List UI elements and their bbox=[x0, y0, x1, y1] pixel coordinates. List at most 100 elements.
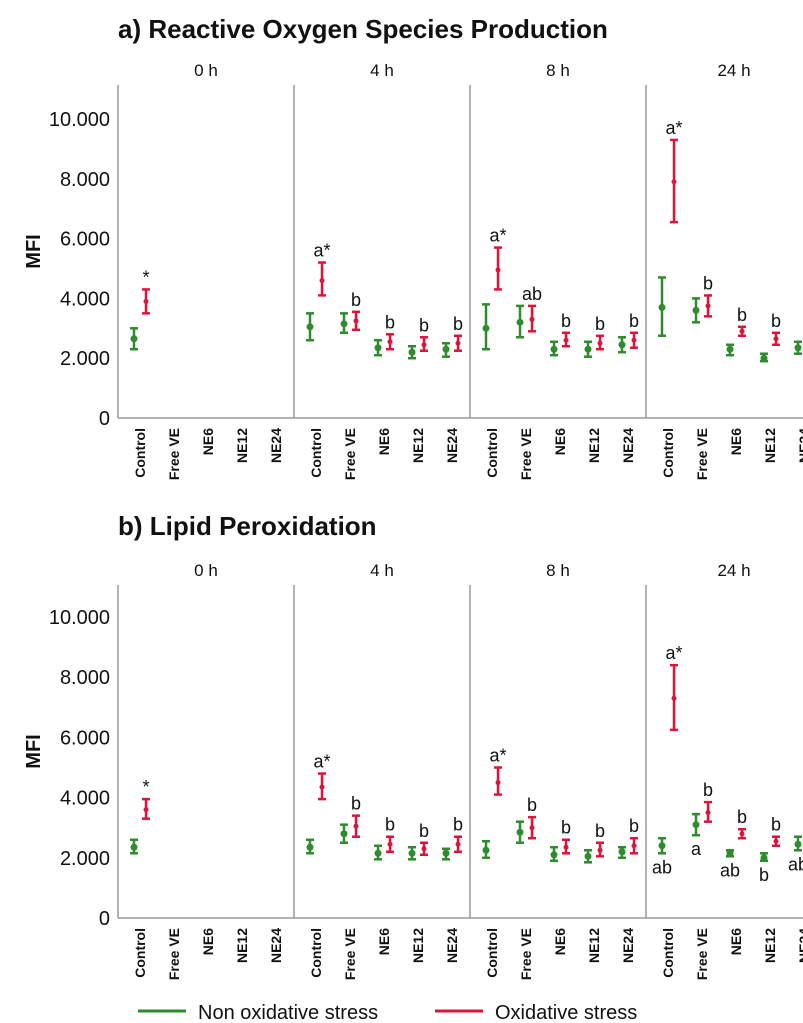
ox-mean-point bbox=[631, 843, 637, 849]
ox-mean-point bbox=[671, 695, 677, 701]
non-ox-errorbar bbox=[618, 846, 626, 860]
chart-panel-1: a) Reactive Oxygen Species Production MFI… bbox=[23, 14, 803, 480]
significance-label: ab bbox=[522, 284, 542, 304]
ox-mean-point bbox=[773, 838, 779, 844]
non-ox-errorbar bbox=[408, 846, 416, 861]
facet-label: 0 h bbox=[194, 61, 218, 80]
ox-errorbar: b bbox=[595, 821, 605, 858]
ox-mean-point bbox=[143, 298, 149, 304]
ox-errorbar: a* bbox=[489, 226, 507, 291]
non-ox-mean-point bbox=[130, 843, 138, 851]
significance-label: b bbox=[771, 815, 781, 835]
category-tick-label: Free VE bbox=[342, 928, 358, 980]
non-ox-mean-point bbox=[584, 852, 592, 860]
ox-mean-point bbox=[631, 337, 637, 343]
y-axis-label: MFI bbox=[23, 734, 45, 768]
category-tick-label: NE24 bbox=[268, 428, 284, 463]
ox-mean-point bbox=[421, 846, 427, 852]
facet-label: 24 h bbox=[717, 61, 750, 80]
ox-mean-point bbox=[597, 847, 603, 853]
facet-label: 4 h bbox=[370, 61, 394, 80]
non-ox-mean-point bbox=[130, 335, 138, 343]
category-tick-label: NE12 bbox=[410, 428, 426, 463]
non-ox-mean-point bbox=[658, 303, 666, 311]
ox-errorbar: b bbox=[351, 794, 361, 838]
ox-errorbar: b bbox=[527, 795, 537, 840]
significance-label: b bbox=[737, 305, 747, 325]
chart-title: b) Lipid Peroxidation bbox=[118, 511, 377, 541]
ox-mean-point bbox=[421, 342, 427, 348]
y-tick-label: 2.000 bbox=[60, 848, 110, 870]
non-ox-mean-point bbox=[692, 306, 700, 314]
legend-label-oxidative: Oxidative stress bbox=[495, 1002, 637, 1023]
non-ox-mean-point bbox=[658, 842, 666, 850]
ox-mean-point bbox=[597, 340, 603, 346]
category-tick-label: NE12 bbox=[234, 928, 250, 963]
non-ox-mean-point bbox=[794, 840, 802, 848]
significance-label: b bbox=[737, 807, 747, 827]
category-tick-label: Free VE bbox=[694, 928, 710, 980]
non-ox-errorbar bbox=[408, 344, 416, 360]
y-tick-label: 4.000 bbox=[60, 788, 110, 810]
ox-mean-point bbox=[495, 780, 501, 786]
significance-label-below: a bbox=[691, 839, 702, 859]
significance-label: b bbox=[351, 794, 361, 814]
non-ox-errorbar bbox=[374, 844, 382, 861]
non-ox-mean-point bbox=[618, 848, 626, 856]
ox-errorbar: a* bbox=[313, 752, 331, 801]
category-tick-label: NE6 bbox=[376, 428, 392, 455]
non-ox-errorbar bbox=[482, 839, 490, 860]
facet-label: 8 h bbox=[546, 561, 570, 580]
non-ox-errorbar bbox=[516, 304, 524, 339]
ox-errorbar: b bbox=[419, 315, 429, 352]
non-ox-mean-point bbox=[584, 345, 592, 353]
non-ox-errorbar: a bbox=[691, 812, 702, 859]
ox-mean-point bbox=[739, 831, 745, 837]
significance-label-below: ab bbox=[652, 857, 672, 877]
significance-label: b bbox=[595, 821, 605, 841]
category-tick-label: Control bbox=[132, 428, 148, 478]
non-ox-mean-point bbox=[550, 851, 558, 859]
ox-errorbar: b bbox=[385, 312, 395, 351]
y-tick-label: 4.000 bbox=[60, 288, 110, 310]
ox-errorbar: b bbox=[561, 818, 571, 855]
significance-label: a* bbox=[665, 643, 682, 663]
facet-0h: 0 h Control Free VE NE6 NE12 NE24 * bbox=[117, 61, 294, 480]
category-tick-label: NE6 bbox=[200, 428, 216, 455]
non-ox-mean-point bbox=[516, 828, 524, 836]
non-ox-mean-point bbox=[340, 830, 348, 838]
ox-errorbar: b bbox=[561, 311, 571, 348]
ox-errorbar: a* bbox=[313, 241, 331, 297]
significance-label: a* bbox=[489, 226, 506, 246]
chart-panel-2: b) Lipid Peroxidation MFI 0 2.000 4.000 6.000… bbox=[23, 511, 803, 980]
significance-label: b bbox=[561, 818, 571, 838]
category-tick-label: NE6 bbox=[552, 428, 568, 455]
non-ox-mean-point bbox=[760, 354, 768, 362]
non-ox-errorbar bbox=[516, 820, 524, 844]
legend: Non oxidative stress Oxidative stress bbox=[138, 1002, 637, 1023]
category-tick-label: Control bbox=[484, 928, 500, 978]
non-ox-errorbar bbox=[306, 838, 314, 855]
category-tick-label: NE24 bbox=[620, 428, 636, 463]
non-ox-errorbar bbox=[794, 340, 802, 355]
ox-mean-point bbox=[387, 841, 393, 847]
facet-label: 24 h bbox=[717, 561, 750, 580]
category-tick-label: Control bbox=[132, 928, 148, 978]
non-ox-errorbar bbox=[130, 327, 138, 351]
category-tick-label: NE24 bbox=[268, 928, 284, 963]
non-ox-mean-point bbox=[442, 345, 450, 353]
y-tick-label: 8.000 bbox=[60, 169, 110, 191]
significance-label: b bbox=[419, 315, 429, 335]
significance-label: b bbox=[453, 815, 463, 835]
y-tick-label: 0 bbox=[99, 408, 110, 430]
non-ox-mean-point bbox=[516, 318, 524, 326]
category-tick-label: Free VE bbox=[518, 428, 534, 480]
ox-errorbar: ab bbox=[522, 284, 542, 333]
ox-mean-point bbox=[671, 179, 677, 185]
ox-errorbar: a* bbox=[665, 118, 683, 224]
non-ox-errorbar bbox=[442, 342, 450, 358]
y-tick-label: 2.000 bbox=[60, 348, 110, 370]
facet-4h: 4 h Control Free VE NE6 NE12 NE24 a* b b b b bbox=[293, 561, 470, 980]
non-ox-mean-point bbox=[374, 849, 382, 857]
